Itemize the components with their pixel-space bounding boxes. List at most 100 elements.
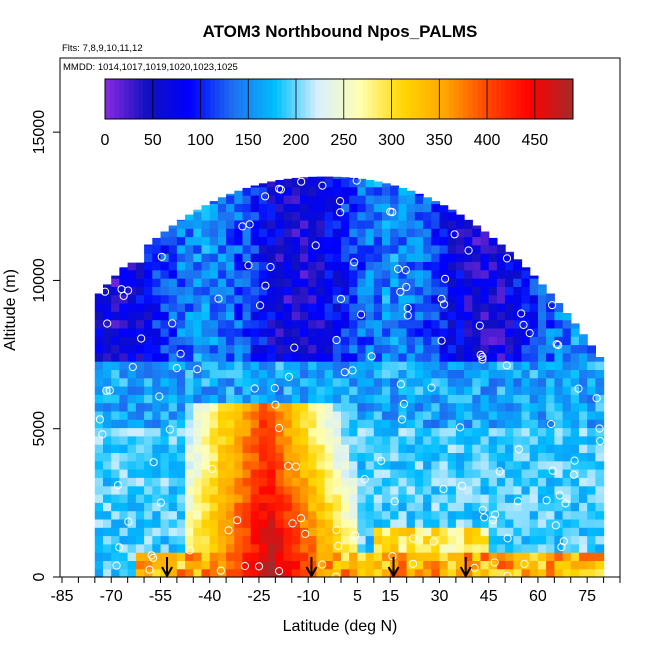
heatmap-cell: [488, 377, 498, 387]
y-tick-label: 5000: [31, 411, 48, 447]
heatmap-cell: [283, 203, 293, 213]
heatmap-cell: [316, 444, 326, 453]
heatmap-cell: [423, 203, 432, 213]
colorbar-segment: [324, 79, 330, 119]
heatmap-cell: [341, 186, 350, 196]
measurement-circle: [119, 291, 128, 300]
heatmap-cell: [103, 284, 112, 287]
heatmap-cell: [300, 177, 309, 179]
heatmap-cell: [201, 261, 211, 271]
measurement-circle: [165, 425, 174, 434]
measurement-circle: [396, 287, 405, 296]
heatmap-cell: [201, 244, 211, 254]
heatmap-cell: [480, 402, 490, 412]
heatmap-cell: [423, 560, 432, 570]
heatmap-cell: [308, 460, 317, 470]
heatmap-cell: [201, 311, 211, 321]
heatmap-cell: [201, 485, 211, 495]
heatmap-cell: [341, 178, 350, 188]
heatmap-cell: [382, 435, 391, 445]
heatmap-cell: [168, 535, 178, 545]
heatmap-cell: [382, 485, 391, 495]
heatmap-cell: [267, 336, 276, 346]
heatmap-cell: [308, 419, 317, 429]
heatmap-cell: [373, 527, 383, 537]
heatmap-cell: [144, 477, 153, 487]
heatmap-cell: [423, 502, 432, 512]
heatmap-cell: [144, 253, 153, 262]
heatmap-cell: [382, 203, 391, 213]
measurement-circle: [95, 415, 105, 424]
heatmap-cell: [275, 369, 285, 379]
heatmap-cell: [496, 369, 506, 379]
heatmap-cell: [423, 311, 432, 321]
heatmap-cell: [373, 352, 383, 362]
heatmap-cell: [414, 193, 424, 196]
heatmap-cell: [398, 336, 408, 346]
heatmap-cell: [488, 494, 498, 503]
x-tick-label: -40: [198, 588, 221, 605]
heatmap-cell: [234, 560, 244, 570]
heatmap-cell: [439, 352, 449, 362]
heatmap-cell: [464, 435, 473, 445]
heatmap-cell: [291, 336, 301, 346]
measurement-circle: [520, 559, 529, 569]
heatmap-cell: [431, 311, 441, 321]
heatmap-cell: [587, 361, 596, 370]
heatmap-cell: [447, 294, 457, 304]
heatmap-cell: [562, 527, 572, 537]
heatmap-cell: [217, 410, 227, 420]
heatmap-cell: [357, 527, 367, 537]
heatmap-cell: [447, 261, 457, 271]
heatmap-cell: [316, 469, 326, 478]
measurement-circle: [332, 525, 341, 535]
heatmap-cell: [316, 253, 326, 262]
heatmap-cell: [160, 502, 170, 512]
heatmap-cell: [217, 236, 227, 246]
heatmap-cell: [324, 178, 334, 188]
heatmap-cell: [217, 311, 227, 321]
colorbar-segment: [291, 79, 297, 119]
heatmap-cell: [135, 494, 145, 503]
heatmap-cell: [217, 369, 227, 379]
heatmap-cell: [201, 205, 211, 213]
heatmap-cell: [275, 477, 285, 487]
heatmap-cell: [414, 211, 424, 221]
heatmap-cell: [300, 535, 309, 545]
heatmap-cell: [135, 262, 145, 271]
heatmap-cell: [472, 394, 482, 404]
heatmap-cell: [291, 286, 301, 296]
heatmap-cell: [127, 319, 137, 329]
heatmap-cell: [283, 219, 293, 229]
heatmap-cell: [341, 303, 350, 312]
heatmap-cell: [464, 219, 473, 229]
heatmap-cell: [226, 402, 235, 412]
heatmap-cell: [308, 452, 317, 462]
heatmap-cell: [455, 327, 465, 337]
heatmap-cell: [496, 361, 506, 370]
heatmap-cell: [275, 402, 285, 412]
heatmap-cell: [324, 311, 334, 321]
heatmap-cell: [505, 386, 514, 395]
heatmap-cell: [144, 244, 153, 246]
measurement-circle: [377, 456, 386, 465]
heatmap-cell: [447, 494, 457, 503]
heatmap-cell: [168, 518, 178, 528]
heatmap-cell: [373, 186, 383, 196]
heatmap-cell: [176, 452, 186, 462]
heatmap-cell: [185, 361, 194, 370]
heatmap-cell: [250, 510, 260, 520]
heatmap-cell: [341, 319, 350, 329]
heatmap-cell: [226, 344, 235, 354]
heatmap-cell: [275, 377, 285, 387]
heatmap-cell: [521, 444, 531, 453]
heatmap-cell: [455, 361, 465, 370]
heatmap-cell: [365, 261, 375, 271]
heatmap-cell: [513, 319, 523, 329]
heatmap-cell: [455, 294, 465, 304]
heatmap-cell: [193, 211, 203, 221]
heatmap-cell: [324, 535, 334, 545]
heatmap-cell: [242, 386, 252, 395]
heatmap-cell: [283, 236, 293, 246]
heatmap-cell: [496, 319, 506, 329]
